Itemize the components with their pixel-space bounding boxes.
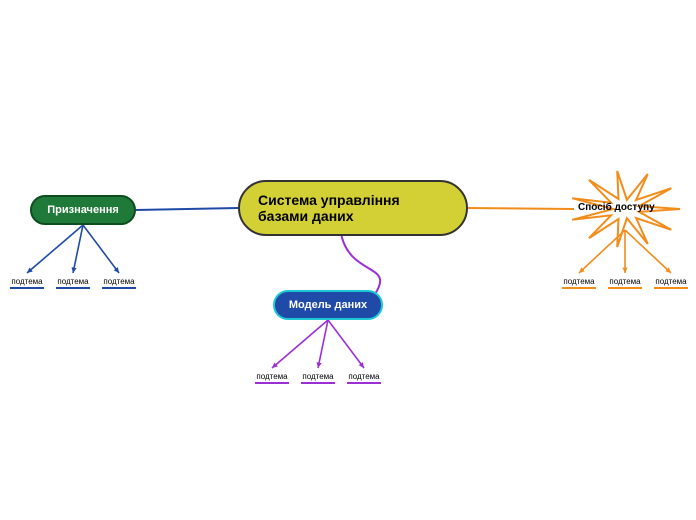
center-label: Система управління базами даних [258, 192, 448, 224]
branch-model: Модель даних [273, 290, 383, 320]
leaf-model-1: подтема [301, 372, 335, 381]
branch-model-label: Модель даних [289, 299, 367, 311]
leaf-purpose-1: подтема [56, 277, 90, 286]
branch-purpose-label: Призначення [47, 204, 119, 216]
leaf-model-2: подтема [347, 372, 381, 381]
branch-purpose: Призначення [30, 195, 136, 225]
leaf-access-2: подтема [654, 277, 688, 286]
leaf-access-1: подтема [608, 277, 642, 286]
leaf-purpose-2: подтема [102, 277, 136, 286]
diagram-connectors [0, 0, 696, 520]
leaf-model-0: подтема [255, 372, 289, 381]
branch-access: Спосіб доступу [570, 188, 680, 230]
center-node: Система управління базами даних [238, 180, 468, 236]
leaf-purpose-0: подтема [10, 277, 44, 286]
leaf-access-0: подтема [562, 277, 596, 286]
branch-access-label: Спосіб доступу [578, 202, 655, 213]
